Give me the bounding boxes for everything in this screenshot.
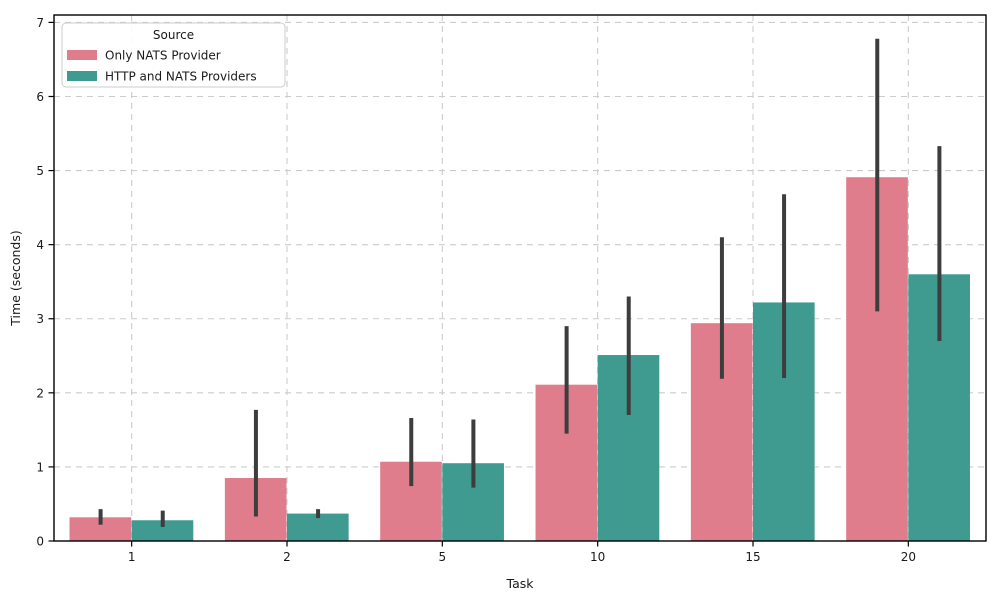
y-tick-label: 4 xyxy=(36,238,44,252)
x-tick-label: 10 xyxy=(590,550,605,564)
x-tick-label: 1 xyxy=(128,550,136,564)
y-axis-label: Time (seconds) xyxy=(8,230,23,326)
x-tick-label: 20 xyxy=(901,550,916,564)
x-tick-label: 15 xyxy=(745,550,760,564)
legend-entry-label: Only NATS Provider xyxy=(105,49,221,63)
legend-box xyxy=(61,22,286,88)
legend-swatch-nats xyxy=(67,50,97,60)
y-tick-label: 5 xyxy=(36,164,44,178)
y-tick-label: 3 xyxy=(36,312,44,326)
legend-swatch-http-nats xyxy=(67,71,97,81)
legend-title: Source xyxy=(153,28,194,42)
y-tick-label: 0 xyxy=(36,535,44,549)
y-tick-label: 6 xyxy=(36,90,44,104)
plot-border xyxy=(53,14,987,542)
y-tick-label: 1 xyxy=(36,460,44,474)
y-tick-label: 2 xyxy=(36,386,44,400)
bar-nats-task-1 xyxy=(69,517,132,541)
bar-http-nats-task-1 xyxy=(131,520,194,541)
legend-entry-label: HTTP and NATS Providers xyxy=(105,70,257,84)
x-axis-label: Task xyxy=(506,576,535,591)
y-tick-label: 7 xyxy=(36,16,44,30)
x-tick-label: 5 xyxy=(439,550,447,564)
bar-http-nats-task-2 xyxy=(287,513,349,541)
x-tick-label: 2 xyxy=(283,550,291,564)
